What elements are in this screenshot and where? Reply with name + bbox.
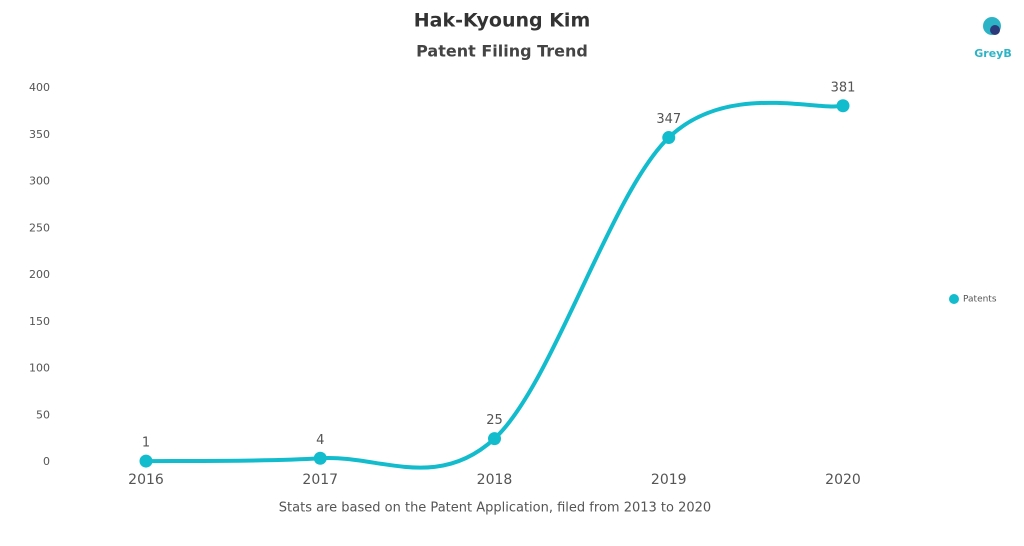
footnote: Stats are based on the Patent Applicatio… <box>279 501 711 516</box>
x-tick-label: 2019 <box>651 472 687 488</box>
x-tick-label: 2016 <box>128 472 164 488</box>
data-label: 381 <box>831 80 856 95</box>
y-tick-label: 250 <box>29 221 50 234</box>
y-tick-label: 50 <box>36 408 50 421</box>
data-label: 1 <box>142 436 150 451</box>
legend-label: Patents <box>963 295 997 305</box>
logo-text: GreyB <box>974 47 1011 60</box>
point <box>139 454 153 468</box>
point <box>488 432 501 446</box>
chart-subtitle: Patent Filing Trend <box>416 42 588 61</box>
y-tick-label: 0 <box>43 455 50 468</box>
data-label: 4 <box>316 433 324 448</box>
chart-title: Hak-Kyoung Kim <box>414 10 591 32</box>
logo-icon-inner <box>990 25 1000 35</box>
line <box>145 100 844 470</box>
x-tick-label: 2017 <box>302 472 338 488</box>
y-tick-label: 400 <box>29 81 50 94</box>
point <box>313 451 327 465</box>
data-label: 347 <box>656 112 681 127</box>
x-tick-label: 2020 <box>825 472 861 488</box>
data-label: 25 <box>486 413 503 428</box>
point <box>662 131 676 145</box>
y-tick-label: 300 <box>29 175 50 188</box>
logo: GreyB <box>974 17 1012 60</box>
y-tick-label: 100 <box>29 362 50 375</box>
legend-marker <box>949 294 959 304</box>
y-tick-label: 200 <box>29 268 50 281</box>
y-tick-label: 150 <box>29 315 50 328</box>
x-tick-label: 2018 <box>477 472 513 488</box>
point <box>836 99 850 113</box>
y-tick-label: 350 <box>29 128 50 141</box>
